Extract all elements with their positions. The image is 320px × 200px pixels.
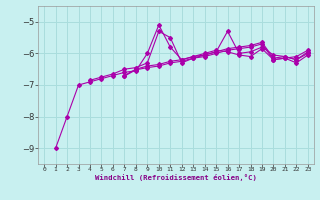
X-axis label: Windchill (Refroidissement éolien,°C): Windchill (Refroidissement éolien,°C) bbox=[95, 174, 257, 181]
